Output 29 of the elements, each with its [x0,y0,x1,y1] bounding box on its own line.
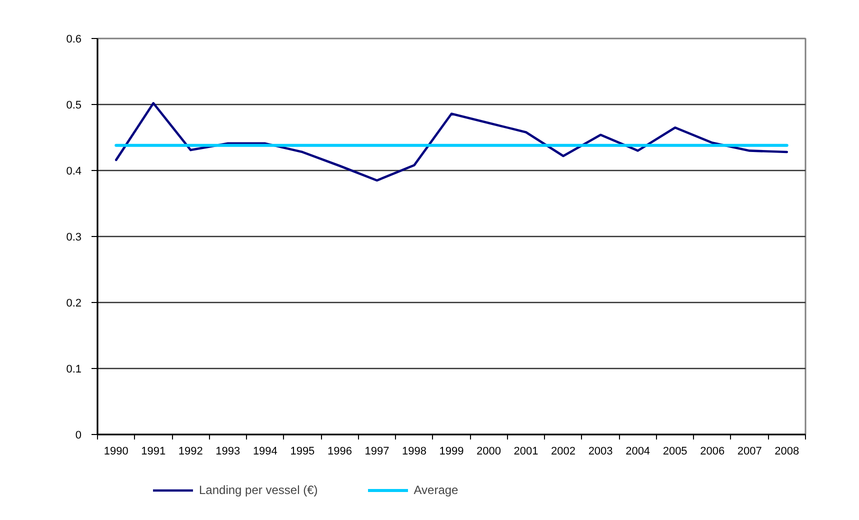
x-tick-label: 1995 [290,446,315,458]
x-tick-label: 1997 [364,446,390,458]
y-tick-label: 0 [75,430,82,442]
y-tick-label: 0.1 [66,364,82,376]
x-tick-label: 1994 [252,446,278,458]
x-tick-label: 2002 [551,446,576,458]
x-tick-label: 1996 [327,446,352,458]
y-tick-label: 0.6 [66,34,82,46]
x-tick-label: 2006 [700,446,725,458]
x-tick-label: 1999 [439,446,464,458]
legend-label: Landing per vessel (€) [199,483,318,497]
y-tick-label: 0.4 [66,166,82,178]
x-tick-label: 2004 [626,446,650,458]
y-tick-label: 0.3 [66,232,82,244]
line-series [114,102,788,182]
x-tick-label: 1998 [402,446,426,458]
y-tick-label: 0.5 [66,100,82,112]
x-tick-label: 1990 [104,446,128,458]
x-tick-label: 1992 [178,446,203,458]
x-tick-label: 1993 [216,446,240,458]
x-tick-label: 1991 [141,446,166,458]
x-tick-label: 2001 [514,446,538,458]
x-tick-label: 2008 [774,446,800,458]
legend-label: Average [414,483,458,497]
x-tick-label: 2000 [476,446,502,458]
y-tick-label: 0.2 [66,298,82,310]
x-tick-label: 2005 [662,446,688,458]
x-tick-label: 2007 [737,446,762,458]
x-tick-label: 2003 [588,446,613,458]
